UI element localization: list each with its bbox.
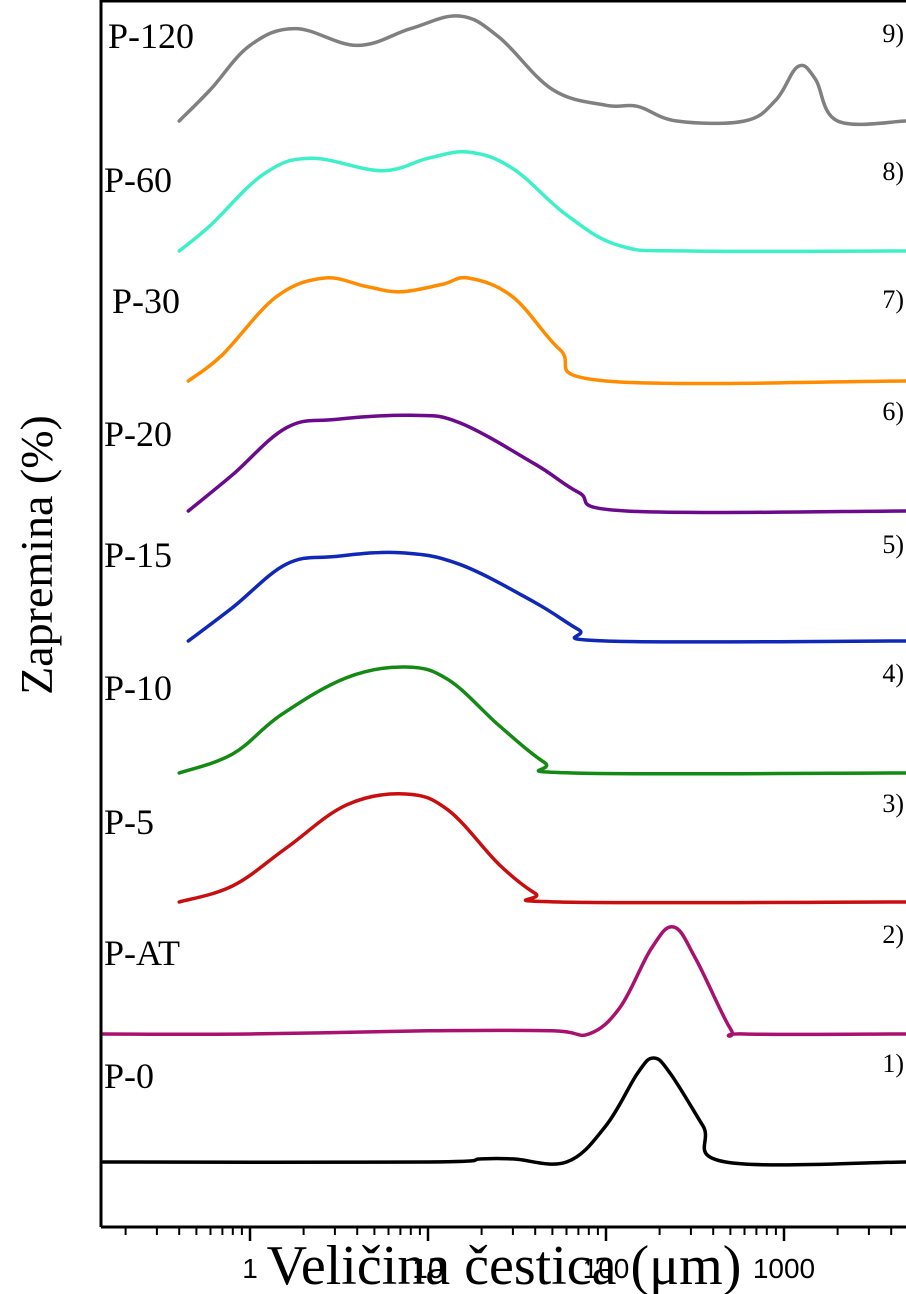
panel-number-3: 7)	[882, 285, 904, 314]
panel-number-8: 2)	[882, 920, 904, 949]
panel-number-4: 6)	[882, 397, 904, 426]
series-line-p-60	[177, 149, 906, 254]
x-tick-label: 1	[242, 1253, 258, 1284]
y-axis-title: Zapremina (%)	[11, 415, 62, 695]
series-label-p-30: P-30	[112, 281, 180, 321]
series-label-p-120: P-120	[108, 16, 194, 56]
series-line-p-30	[186, 275, 906, 386]
series-label-p-0: P-0	[104, 1056, 154, 1096]
x-tick-label: 10	[412, 1253, 443, 1284]
series-label-p-10: P-10	[104, 668, 172, 708]
series-label-p-at: P-AT	[104, 933, 180, 973]
x-tick-label: 100	[583, 1253, 630, 1284]
series-label-p-15: P-15	[104, 535, 172, 575]
series-label-p-60: P-60	[104, 160, 172, 200]
series-label-p-5: P-5	[104, 802, 154, 842]
series-line-p-20	[186, 413, 906, 515]
series-label-p-20: P-20	[104, 414, 172, 454]
panel-number-9: 1)	[882, 1049, 904, 1078]
series-line-p-0	[101, 1056, 906, 1167]
panel-number-7: 3)	[882, 789, 904, 818]
panel-number-1: 9)	[882, 19, 904, 48]
panel-number-2: 8)	[882, 157, 904, 186]
x-ticks-layer: 1 10 100 1000	[124, 1227, 893, 1284]
x-tick-label: 1000	[753, 1253, 815, 1284]
x-axis-title: Veličina čestica (μm)	[267, 1235, 742, 1294]
panel-number-6: 4)	[882, 659, 904, 688]
series-line-p-15	[186, 550, 906, 644]
panel-labels-layer: P-120 9) P-60 8) P-30 7) P-20 6) P-15 5) P-10 4) P-5…	[104, 16, 904, 1096]
curves-layer	[101, 14, 906, 1167]
panel-number-5: 5)	[882, 530, 904, 559]
series-line-p-10	[177, 665, 906, 776]
series-line-p-at	[101, 925, 906, 1038]
series-line-p-5	[177, 792, 906, 905]
series-line-p-120	[177, 14, 906, 127]
